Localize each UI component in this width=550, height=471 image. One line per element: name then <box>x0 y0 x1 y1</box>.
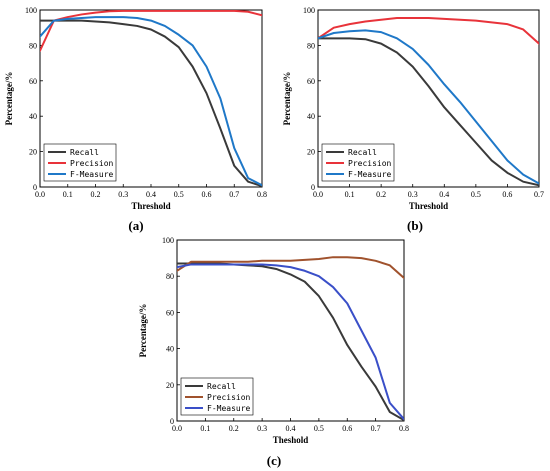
legend: Recall Precision F-Measure <box>180 377 254 416</box>
y-tick-label: 80 <box>29 41 37 50</box>
x-tick-label: 0.7 <box>229 190 239 199</box>
x-tick-label: 0.3 <box>118 190 128 199</box>
x-tick-label: 0.2 <box>91 190 101 199</box>
y-tick-label: 100 <box>162 236 174 245</box>
x-tick-label: 0.1 <box>63 190 73 199</box>
series-line-recall <box>318 37 539 187</box>
y-tick-label: 40 <box>29 112 37 121</box>
x-tick-label: 0.4 <box>439 190 449 199</box>
x-tick-label: 0.6 <box>202 190 212 199</box>
legend-entry: Precision <box>70 159 114 168</box>
chart-panel-1: 0.0 0.1 0.2 0.3 0.4 0.5 0.6 0.7 0.8 0 20 40 60 80 100 T… <box>4 6 267 233</box>
series-group <box>318 16 539 187</box>
x-tick-label: 0.7 <box>534 190 544 199</box>
x-tick-label: 0.5 <box>471 190 481 199</box>
y-tick-label: 40 <box>166 345 174 354</box>
x-tick-label: 0.0 <box>172 424 182 433</box>
y-tick-label: 100 <box>25 6 37 15</box>
y-tick-label: 80 <box>166 272 174 281</box>
legend-entry: F-Measure <box>70 170 114 179</box>
panel-caption: (a) <box>128 218 143 233</box>
x-tick-label: 0.8 <box>257 190 267 199</box>
legend-entry: F-Measure <box>207 404 251 413</box>
y-tick-label: 80 <box>307 41 315 50</box>
x-tick-label: 0.5 <box>174 190 184 199</box>
x-tick-label: 0.6 <box>502 190 512 199</box>
series-line-f-measure <box>318 29 539 185</box>
y-tick-label: 60 <box>307 77 315 86</box>
plot-frame <box>317 9 540 188</box>
y-tick-label: 40 <box>307 112 315 121</box>
x-tick-label: 0.1 <box>345 190 355 199</box>
x-tick-label: 0.4 <box>286 424 296 433</box>
x-tick-label: 0.6 <box>342 424 352 433</box>
x-tick-label: 0.1 <box>200 424 210 433</box>
x-tick-label: 0.3 <box>257 424 267 433</box>
series-line-precision <box>318 16 539 45</box>
y-tick-label: 20 <box>29 148 37 157</box>
series-line-recall <box>40 19 262 187</box>
legend: Recall Precision F-Measure <box>43 143 117 182</box>
x-tick-label: 0.4 <box>146 190 156 199</box>
x-axis-label: Theshold <box>273 435 309 445</box>
legend-entry: Precision <box>207 393 251 402</box>
legend-entry: Recall <box>348 148 377 157</box>
series-line-precision <box>40 10 262 52</box>
x-tick-label: 0.3 <box>408 190 418 199</box>
x-tick-label: 0.5 <box>314 424 324 433</box>
series-line-f-measure <box>40 16 262 187</box>
y-tick-label: 0 <box>311 183 315 192</box>
panel-caption: (c) <box>267 453 281 468</box>
y-axis-label: Percentage/% <box>4 72 14 126</box>
x-tick-label: 0.2 <box>229 424 239 433</box>
y-tick-label: 0 <box>33 183 37 192</box>
y-tick-label: 20 <box>307 148 315 157</box>
chart-panel-2: 0.0 0.1 0.2 0.3 0.4 0.5 0.6 0.7 0 20 40 60 80 100 Thre… <box>282 6 544 233</box>
x-tick-label: 0.2 <box>376 190 386 199</box>
y-tick-label: 60 <box>166 308 174 317</box>
y-tick-label: 20 <box>166 381 174 390</box>
x-tick-label: 0.0 <box>35 190 45 199</box>
panel-caption: (b) <box>407 218 423 233</box>
legend-entry: Recall <box>207 382 236 391</box>
series-group <box>40 10 262 187</box>
x-axis-label: Threshold <box>409 201 448 211</box>
legend: Recall Precision F-Measure <box>321 143 395 182</box>
chart-panel-3: 0.0 0.1 0.2 0.3 0.4 0.5 0.6 0.7 0.8 0 20 40 60 80 100 T… <box>138 236 409 468</box>
legend-entry: Precision <box>348 159 392 168</box>
legend-entry: Recall <box>70 148 99 157</box>
x-tick-label: 0.7 <box>371 424 381 433</box>
y-tick-label: 0 <box>170 417 174 426</box>
series-line-f-measure <box>177 263 404 421</box>
series-line-precision <box>177 256 404 280</box>
x-axis-label: Threshold <box>131 201 170 211</box>
y-axis-label: Percentage/% <box>282 72 292 126</box>
x-tick-label: 0.8 <box>399 424 409 433</box>
y-tick-label: 60 <box>29 77 37 86</box>
y-axis-label: Percentage/% <box>138 304 148 358</box>
series-group <box>177 256 404 421</box>
legend-entry: F-Measure <box>348 170 392 179</box>
x-tick-label: 0.0 <box>313 190 323 199</box>
y-tick-label: 100 <box>303 6 315 15</box>
